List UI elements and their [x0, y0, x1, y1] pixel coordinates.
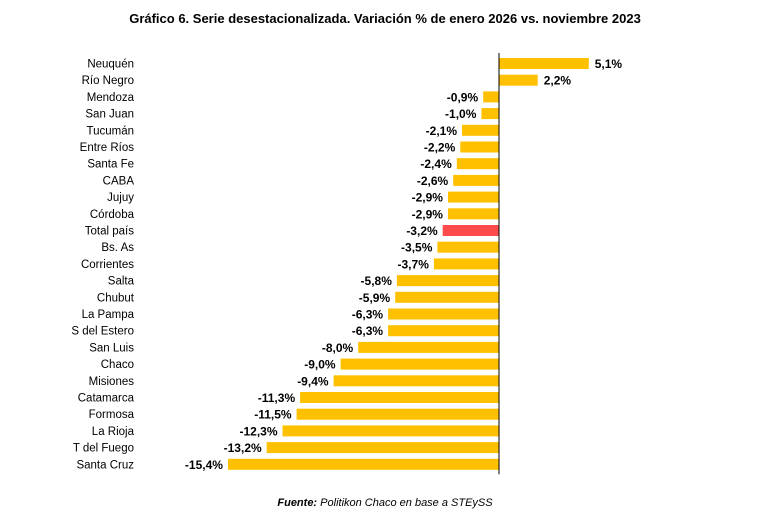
bar [282, 425, 499, 437]
data-label: -11,5% [254, 408, 292, 422]
category-label: CABA [103, 175, 135, 187]
source-text: Politikon Chaco en base a STEySS [320, 497, 493, 509]
bar [448, 208, 499, 220]
category-label: Corrientes [81, 259, 134, 271]
data-label: -11,3% [258, 391, 296, 405]
bar [333, 375, 499, 387]
bar [442, 225, 499, 236]
data-label: -2,9% [412, 191, 444, 205]
bar [228, 458, 499, 470]
category-label: Catamarca [78, 393, 135, 405]
category-label: La Rioja [92, 426, 135, 438]
bar [453, 174, 499, 186]
bar [296, 408, 499, 420]
data-label: -15,4% [185, 458, 223, 472]
bar [448, 191, 499, 203]
bar [396, 275, 499, 287]
bar [481, 108, 499, 120]
bar [483, 91, 499, 103]
bar [462, 124, 499, 136]
category-label: Chaco [101, 359, 134, 371]
bar [437, 241, 499, 253]
data-label: -1,0% [445, 107, 477, 121]
data-label: -6,3% [352, 324, 384, 338]
category-label: San Luis [89, 342, 134, 354]
category-label: Neuquén [87, 59, 134, 71]
data-label: 2,2% [544, 74, 572, 88]
data-label: -8,0% [322, 341, 354, 355]
data-label: -2,6% [417, 174, 449, 188]
data-label: -6,3% [352, 308, 384, 322]
data-label: -12,3% [239, 424, 277, 438]
data-label: -2,1% [426, 124, 458, 138]
bar [340, 358, 499, 370]
category-label: Total país [85, 226, 134, 238]
data-label: -5,9% [359, 291, 391, 305]
category-label: Entre Ríos [80, 142, 135, 154]
bar [433, 258, 499, 270]
category-label: Tucumán [86, 125, 134, 137]
data-label: -0,9% [447, 90, 479, 104]
data-label: -2,9% [412, 207, 444, 221]
data-label: -3,5% [401, 241, 433, 255]
bar [395, 291, 499, 303]
data-label: -3,7% [398, 257, 430, 271]
category-label: Chubut [97, 292, 135, 304]
category-label: Formosa [89, 409, 135, 421]
bar [388, 325, 499, 337]
bar [460, 141, 499, 153]
category-label: La Pampa [82, 309, 135, 321]
category-label: Mendoza [87, 92, 135, 104]
chart-title: Gráfico 6. Serie desestacionalizada. Var… [129, 11, 641, 26]
category-label: Santa Cruz [76, 459, 134, 471]
bar [300, 392, 499, 403]
category-label: Salta [108, 276, 135, 288]
category-label: Santa Fe [87, 159, 134, 171]
data-label: -5,8% [361, 274, 393, 288]
category-label: San Juan [85, 109, 134, 121]
category-label: Córdoba [90, 209, 135, 221]
bar [499, 74, 538, 86]
bar [358, 341, 499, 353]
category-label: Bs. As [101, 242, 134, 254]
source-note: Fuente: Politikon Chaco en base a STEySS [0, 497, 770, 509]
bar [456, 158, 499, 170]
data-label: -2,2% [424, 141, 456, 155]
data-label: 5,1% [595, 57, 623, 71]
data-label: -3,2% [406, 224, 438, 238]
category-label: T del Fuego [73, 443, 134, 455]
bar-chart: Neuquén 5,1% Río Negro 2,2% Mendoza -0,9% San … [71, 53, 623, 475]
source-label: Fuente: [277, 497, 318, 509]
bar [499, 58, 589, 69]
data-label: -2,4% [420, 157, 452, 171]
category-label: Misiones [89, 376, 135, 388]
data-label: -9,4% [297, 374, 329, 388]
bar [266, 442, 499, 454]
data-label: -9,0% [304, 358, 336, 372]
data-label: -13,2% [224, 441, 262, 455]
category-label: Jujuy [107, 192, 134, 204]
category-label: Río Negro [82, 75, 134, 87]
bar [388, 308, 499, 320]
category-label: S del Estero [71, 326, 134, 338]
